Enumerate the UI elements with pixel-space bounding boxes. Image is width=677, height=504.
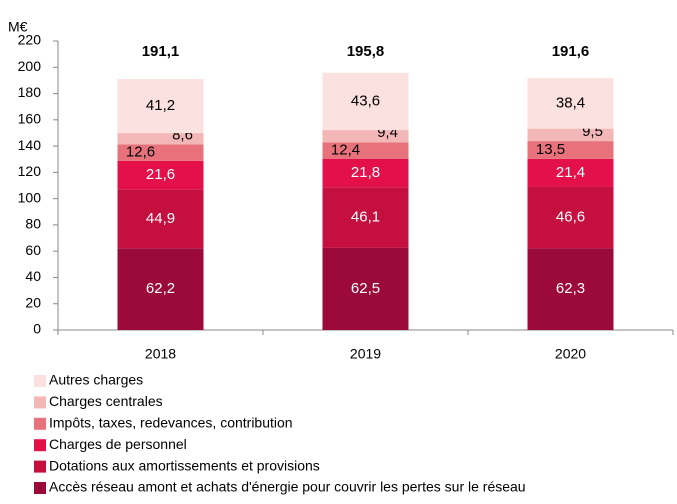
y-tick-label: 200 bbox=[18, 58, 42, 74]
data-label: 44,9 bbox=[146, 210, 175, 227]
data-label: 12,4 bbox=[331, 142, 360, 159]
bar-segment bbox=[117, 133, 204, 145]
y-tick-label: 80 bbox=[25, 216, 41, 232]
bar-segment bbox=[322, 158, 409, 188]
legend-swatch bbox=[34, 460, 46, 473]
bar-segment bbox=[322, 142, 409, 159]
data-label: 41,2 bbox=[146, 97, 175, 114]
bar-segment bbox=[117, 78, 204, 134]
legend-swatch bbox=[34, 439, 46, 452]
data-label: 62,5 bbox=[351, 280, 380, 297]
bar-segment bbox=[527, 248, 614, 330]
bar-segment bbox=[117, 144, 204, 161]
data-label: 21,6 bbox=[146, 166, 175, 183]
legend-swatch bbox=[34, 375, 46, 387]
bar-segment bbox=[527, 78, 614, 129]
y-tick-label: 20 bbox=[25, 294, 41, 310]
y-tick-label: 180 bbox=[18, 84, 42, 100]
data-label: 46,6 bbox=[556, 209, 585, 226]
bar-segment bbox=[117, 189, 204, 249]
x-tick-label: 2020 bbox=[555, 346, 586, 362]
legend-swatch bbox=[34, 396, 46, 409]
y-tick-label: 60 bbox=[25, 242, 41, 258]
x-tick-label: 2019 bbox=[350, 346, 381, 362]
data-label: 21,4 bbox=[556, 164, 585, 181]
bar-segment bbox=[322, 187, 409, 248]
data-label: 21,8 bbox=[351, 164, 380, 181]
legend-label: Dotations aux amortissements et provisio… bbox=[49, 457, 320, 473]
legend-label: Accès réseau amont et achats d'énergie p… bbox=[49, 479, 526, 495]
bar-segment bbox=[117, 160, 204, 190]
bar-segment bbox=[527, 158, 614, 187]
legend-swatch bbox=[34, 417, 46, 430]
legend-label: Impôts, taxes, redevances, contribution bbox=[49, 415, 293, 431]
legend-swatch bbox=[34, 482, 46, 494]
y-tick-label: 220 bbox=[18, 32, 42, 48]
data-label: 12,6 bbox=[126, 144, 155, 161]
y-axis-label: M€ bbox=[8, 19, 28, 35]
y-tick-label: 120 bbox=[18, 163, 42, 179]
bar-segment bbox=[322, 72, 409, 131]
total-label: 191,6 bbox=[552, 43, 590, 60]
bar-segment bbox=[527, 128, 614, 142]
total-label: 191,1 bbox=[142, 43, 180, 60]
legend-label: Charges de personnel bbox=[49, 436, 187, 452]
bar-segment bbox=[527, 186, 614, 249]
y-tick-label: 140 bbox=[18, 137, 42, 153]
y-tick-label: 100 bbox=[18, 189, 42, 205]
bar-segment bbox=[117, 248, 204, 330]
bar-segment bbox=[322, 247, 409, 330]
y-tick-label: 0 bbox=[33, 321, 41, 337]
data-label: 46,1 bbox=[351, 209, 380, 226]
x-tick-label: 2018 bbox=[145, 346, 176, 362]
y-tick-label: 40 bbox=[25, 268, 41, 284]
legend-label: Charges centrales bbox=[49, 393, 163, 409]
legend-label: Autres charges bbox=[49, 372, 143, 388]
data-label: 13,5 bbox=[536, 141, 565, 158]
total-label: 195,8 bbox=[347, 43, 385, 60]
data-label: 38,4 bbox=[556, 94, 585, 111]
y-tick-label: 160 bbox=[18, 111, 42, 127]
data-label: 43,6 bbox=[351, 92, 380, 109]
data-label: 62,3 bbox=[556, 280, 585, 297]
data-label: 62,2 bbox=[146, 280, 175, 297]
bar-segment bbox=[322, 130, 409, 143]
bar-segment bbox=[527, 141, 614, 159]
